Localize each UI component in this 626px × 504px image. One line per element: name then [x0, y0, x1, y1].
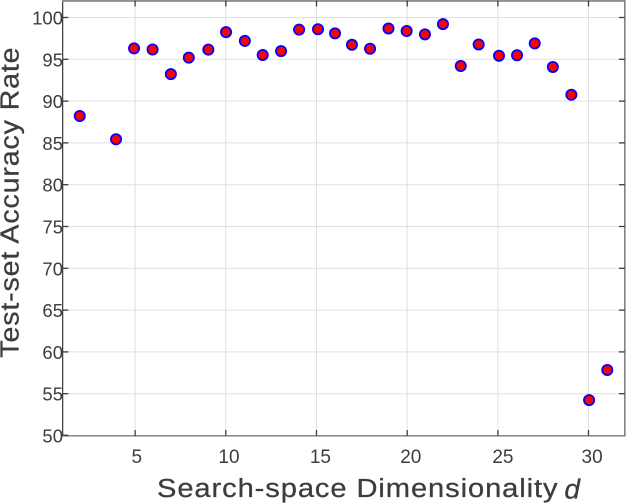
svg-text:50: 50 [42, 426, 63, 447]
svg-text:Search-space Dimensionality: Search-space Dimensionality [157, 473, 558, 502]
svg-text:20: 20 [400, 447, 421, 468]
svg-text:70: 70 [42, 258, 63, 279]
svg-text:85: 85 [42, 133, 63, 154]
svg-text:25: 25 [492, 447, 513, 468]
svg-text:d: d [564, 473, 581, 504]
svg-text:80: 80 [42, 175, 63, 196]
svg-text:95: 95 [42, 49, 63, 70]
svg-text:90: 90 [42, 91, 63, 112]
svg-text:15: 15 [310, 447, 331, 468]
svg-text:Test-set Accuracy Rate: Test-set Accuracy Rate [0, 47, 24, 358]
svg-text:10: 10 [218, 447, 239, 468]
svg-text:55: 55 [42, 384, 63, 405]
svg-text:65: 65 [42, 300, 63, 321]
svg-text:30: 30 [582, 447, 603, 468]
svg-text:5: 5 [132, 447, 143, 468]
svg-text:100: 100 [32, 8, 63, 29]
svg-text:60: 60 [42, 342, 63, 363]
svg-text:75: 75 [42, 217, 63, 238]
